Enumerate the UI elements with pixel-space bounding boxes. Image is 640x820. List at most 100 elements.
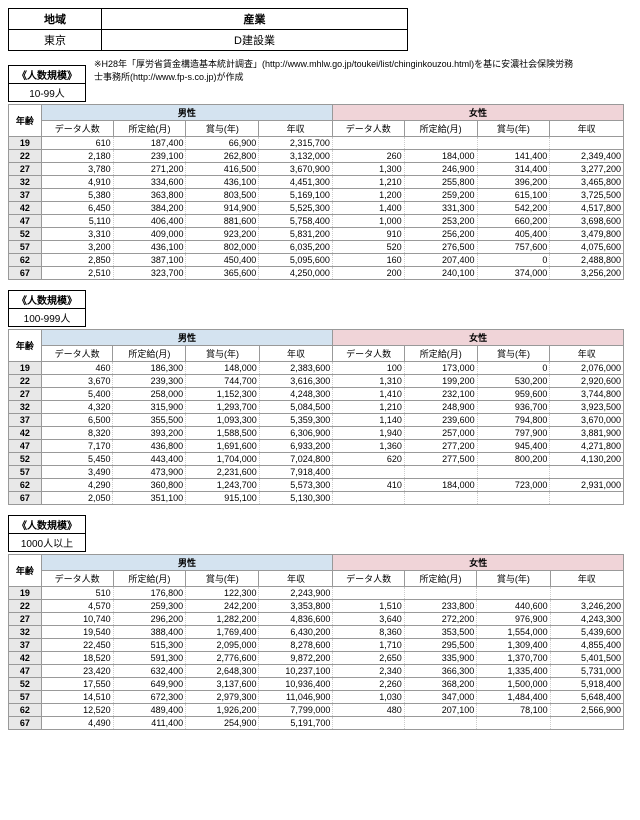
data-cell bbox=[477, 137, 550, 150]
data-cell: 794,800 bbox=[477, 414, 550, 427]
data-cell: 3,725,500 bbox=[550, 189, 624, 202]
data-cell bbox=[404, 492, 477, 505]
data-cell: 334,600 bbox=[113, 176, 186, 189]
age-cell: 47 bbox=[9, 665, 42, 678]
data-cell: 3,640 bbox=[333, 613, 404, 626]
data-cell bbox=[477, 717, 550, 730]
data-cell: 277,500 bbox=[404, 453, 477, 466]
data-cell: 1,360 bbox=[333, 440, 405, 453]
data-cell: 3,698,600 bbox=[550, 215, 624, 228]
column-header: データ人数 bbox=[41, 571, 113, 587]
data-cell: 7,170 bbox=[41, 440, 113, 453]
data-cell: 2,383,600 bbox=[259, 362, 333, 375]
data-cell bbox=[477, 587, 550, 600]
data-cell: 1,484,400 bbox=[477, 691, 550, 704]
age-cell: 42 bbox=[9, 427, 42, 440]
age-cell: 67 bbox=[9, 492, 42, 505]
data-cell: 510 bbox=[41, 587, 113, 600]
industry-value: D建設業 bbox=[102, 30, 408, 51]
data-cell: 351,100 bbox=[113, 492, 186, 505]
data-cell: 610 bbox=[41, 137, 113, 150]
data-cell: 295,500 bbox=[404, 639, 477, 652]
data-cell: 276,500 bbox=[404, 241, 477, 254]
region-value: 東京 bbox=[9, 30, 102, 51]
data-cell: 1,000 bbox=[332, 215, 404, 228]
data-cell: 246,900 bbox=[404, 163, 477, 176]
data-cell: 3,246,200 bbox=[550, 600, 623, 613]
data-cell: 515,300 bbox=[113, 639, 186, 652]
data-cell: 1,093,300 bbox=[186, 414, 260, 427]
data-cell: 239,600 bbox=[404, 414, 477, 427]
data-cell: 323,700 bbox=[113, 267, 186, 280]
data-cell: 259,200 bbox=[404, 189, 477, 202]
data-cell: 3,881,900 bbox=[550, 427, 624, 440]
data-cell: 2,650 bbox=[333, 652, 404, 665]
data-cell: 200 bbox=[332, 267, 404, 280]
age-cell: 62 bbox=[9, 479, 42, 492]
data-cell: 2,260 bbox=[333, 678, 404, 691]
data-cell: 2,931,000 bbox=[550, 479, 624, 492]
data-cell: 473,900 bbox=[113, 466, 186, 479]
data-cell bbox=[404, 137, 477, 150]
data-cell bbox=[404, 587, 477, 600]
data-cell: 1,310 bbox=[333, 375, 405, 388]
male-header: 男性 bbox=[41, 105, 332, 121]
size-value: 1000人以上 bbox=[9, 533, 85, 551]
data-cell: 4,855,400 bbox=[550, 639, 623, 652]
data-cell: 315,900 bbox=[113, 401, 186, 414]
industry-label: 産業 bbox=[102, 9, 408, 30]
data-cell: 405,400 bbox=[477, 228, 550, 241]
data-cell: 186,300 bbox=[113, 362, 186, 375]
data-cell: 363,800 bbox=[113, 189, 186, 202]
age-cell: 19 bbox=[9, 587, 42, 600]
data-cell: 7,918,400 bbox=[259, 466, 333, 479]
age-cell: 32 bbox=[9, 626, 42, 639]
data-cell bbox=[333, 717, 404, 730]
age-cell: 22 bbox=[9, 375, 42, 388]
age-header: 年齢 bbox=[9, 105, 42, 137]
column-header: データ人数 bbox=[333, 346, 405, 362]
data-cell: 374,000 bbox=[477, 267, 550, 280]
age-cell: 19 bbox=[9, 137, 42, 150]
region-label: 地域 bbox=[9, 9, 102, 30]
data-cell: 207,100 bbox=[404, 704, 477, 717]
data-cell: 259,300 bbox=[113, 600, 186, 613]
size-value: 100-999人 bbox=[9, 308, 85, 326]
column-header: データ人数 bbox=[333, 571, 404, 587]
data-cell: 233,800 bbox=[404, 600, 477, 613]
column-header: データ人数 bbox=[332, 121, 404, 137]
data-cell: 5,831,200 bbox=[259, 228, 333, 241]
data-cell: 5,130,300 bbox=[259, 492, 333, 505]
data-cell: 2,510 bbox=[41, 267, 113, 280]
data-cell: 915,100 bbox=[186, 492, 260, 505]
data-cell: 160 bbox=[332, 254, 404, 267]
data-cell: 520 bbox=[332, 241, 404, 254]
data-cell: 4,248,300 bbox=[259, 388, 333, 401]
data-cell: 19,540 bbox=[41, 626, 113, 639]
data-cell: 4,570 bbox=[41, 600, 113, 613]
age-cell: 27 bbox=[9, 388, 42, 401]
column-header: 年収 bbox=[550, 346, 624, 362]
data-cell: 2,180 bbox=[41, 150, 113, 163]
age-cell: 47 bbox=[9, 440, 42, 453]
data-table: 年齢男性女性データ人数所定給(月)賞与(年)年収データ人数所定給(月)賞与(年)… bbox=[8, 329, 624, 505]
data-cell: 2,243,900 bbox=[259, 587, 333, 600]
data-cell: 1,210 bbox=[333, 401, 405, 414]
data-cell: 257,000 bbox=[404, 427, 477, 440]
data-cell: 6,430,200 bbox=[259, 626, 333, 639]
data-cell: 355,500 bbox=[113, 414, 186, 427]
data-cell: 5,110 bbox=[41, 215, 113, 228]
data-cell: 530,200 bbox=[477, 375, 550, 388]
data-cell: 2,095,000 bbox=[186, 639, 259, 652]
data-cell bbox=[550, 466, 624, 479]
age-header: 年齢 bbox=[9, 555, 42, 587]
data-cell: 6,306,900 bbox=[259, 427, 333, 440]
data-cell: 800,200 bbox=[477, 453, 550, 466]
data-cell: 1,200 bbox=[332, 189, 404, 202]
data-cell: 3,670,900 bbox=[259, 163, 333, 176]
column-header: データ人数 bbox=[41, 121, 113, 137]
data-cell: 239,300 bbox=[113, 375, 186, 388]
data-cell: 1,940 bbox=[333, 427, 405, 440]
male-header: 男性 bbox=[41, 330, 332, 346]
data-cell: 253,200 bbox=[404, 215, 477, 228]
